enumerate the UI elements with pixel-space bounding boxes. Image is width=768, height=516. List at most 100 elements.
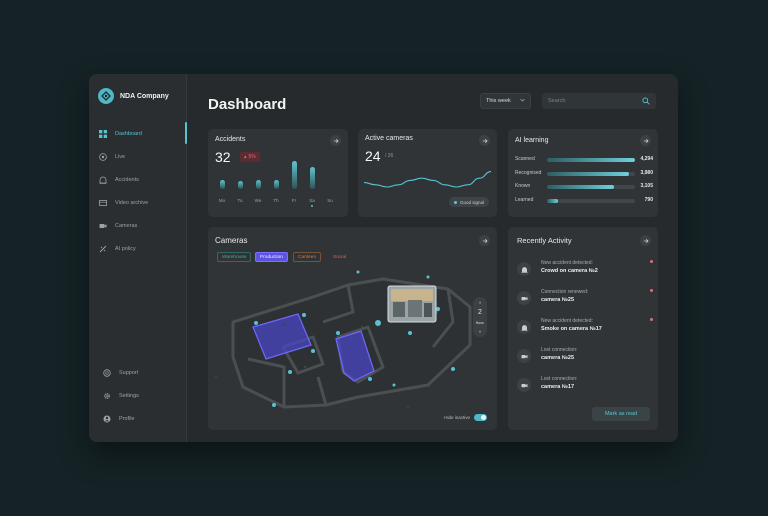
unread-dot-icon xyxy=(650,289,653,292)
sidebar-item-label: Settings xyxy=(119,393,139,399)
archive-icon xyxy=(99,199,107,207)
camera-markers xyxy=(254,270,455,407)
production-room-a xyxy=(252,313,312,360)
ai-row-value: 3,105 xyxy=(640,183,653,189)
accident-bar xyxy=(255,179,261,189)
period-value: This week xyxy=(486,98,511,104)
accident-bar xyxy=(309,167,315,189)
activity-item[interactable]: New accident detected: Crowd on camera №2 xyxy=(517,259,653,279)
sidebar-item-live[interactable]: Live xyxy=(99,151,125,163)
cameras-open-button[interactable] xyxy=(479,135,490,146)
search-icon[interactable] xyxy=(642,92,650,110)
arrow-right-icon xyxy=(643,238,649,243)
unread-dot-icon xyxy=(650,260,653,263)
accidents-count: 32 xyxy=(215,149,231,165)
sidebar-item-label: Profile xyxy=(119,416,135,422)
activity-open-button[interactable] xyxy=(640,235,651,246)
floor-selector[interactable]: ˄ 2 floor ˅ xyxy=(473,297,487,337)
accident-icon xyxy=(517,262,531,276)
activity-text: camera №17 xyxy=(541,384,575,390)
camera-icon xyxy=(517,349,531,363)
floor-plan-map[interactable] xyxy=(208,227,497,430)
accident-bar xyxy=(291,161,297,189)
sidebar-item-label: Support xyxy=(119,370,139,376)
accident-bar-col[interactable] xyxy=(254,179,262,189)
user-icon xyxy=(103,415,111,423)
sidebar-item-profile[interactable]: Profile xyxy=(103,413,135,425)
mark-as-read-button[interactable]: Mark as read xyxy=(592,407,650,421)
hide-inactive-label: Hide inactive xyxy=(444,415,470,420)
activity-item[interactable]: Connection renewed: camera №25 xyxy=(517,288,653,308)
accidents-bar-chart: Mo Tu We Th Fr Sa Su xyxy=(218,157,334,207)
day-label: Sa xyxy=(309,198,315,203)
hide-inactive-toggle[interactable] xyxy=(474,414,487,421)
ai-open-button[interactable] xyxy=(640,135,651,146)
period-select[interactable]: This week xyxy=(480,93,531,109)
active-cameras-count: 24 xyxy=(365,148,381,164)
camera-preview-thumbnail xyxy=(387,285,437,323)
sidebar-item-dashboard[interactable]: Dashboard xyxy=(99,128,142,140)
card-title: AI learning xyxy=(515,137,549,144)
camera-icon xyxy=(517,291,531,305)
map-open-button[interactable] xyxy=(479,235,490,246)
arrow-right-icon xyxy=(643,138,649,143)
hide-inactive-control: Hide inactive xyxy=(444,414,487,421)
sidebar-item-cameras[interactable]: Cameras xyxy=(99,220,137,232)
accident-bar xyxy=(237,181,243,189)
ai-row-label: Learned xyxy=(515,196,534,203)
accidents-card: Accidents 32 ▴ 5% Mo Tu We Th Fr Sa Su xyxy=(208,129,348,217)
activity-item[interactable]: New accident detected: Smoke on camera №1… xyxy=(517,317,653,337)
activity-text: Smoke on camera №17 xyxy=(541,326,602,332)
sidebar-item-label: AI policy xyxy=(115,246,136,252)
sidebar-item-settings[interactable]: Settings xyxy=(103,390,139,402)
accident-bar-col[interactable] xyxy=(308,167,316,189)
activity-item[interactable]: Lost connection: camera №25 xyxy=(517,346,653,366)
activity-card: Recently Activity New accident detected:… xyxy=(508,227,658,430)
activity-text: camera №25 xyxy=(541,297,575,303)
activity-title: New accident detected: xyxy=(541,260,593,266)
card-title: Cameras xyxy=(215,236,248,245)
sidebar-item-accidents[interactable]: Accidents xyxy=(99,174,139,186)
ai-learning-card: AI learning Scanned 4,294 Recognised 3,980 K… xyxy=(508,129,658,217)
chevron-down-icon[interactable]: ˅ xyxy=(478,329,482,334)
sidebar-item-label: Live xyxy=(115,154,126,160)
filter-production[interactable]: Production xyxy=(255,252,288,262)
support-icon xyxy=(103,369,111,377)
ai-progress-fill xyxy=(547,198,558,203)
activity-item[interactable]: Lost connection: camera №17 xyxy=(517,375,653,395)
ai-row-scanned: Scanned 4,294 xyxy=(515,156,653,164)
filter-canteen[interactable]: Canteen xyxy=(293,252,322,262)
ai-icon xyxy=(99,245,107,253)
sidebar-item-support[interactable]: Support xyxy=(103,367,138,379)
activity-title: Lost connection: xyxy=(541,376,578,382)
accident-bar xyxy=(219,179,225,189)
accident-bar-col[interactable] xyxy=(236,181,244,189)
filter-social[interactable]: Social xyxy=(333,254,347,260)
sidebar-item-label: Accidents xyxy=(115,177,139,183)
ai-row-value: 4,294 xyxy=(640,156,653,162)
accidents-change: 5% xyxy=(248,154,256,160)
accidents-open-button[interactable] xyxy=(330,135,341,146)
sidebar-item-ai-policy[interactable]: AI policy xyxy=(99,243,136,255)
activity-title: Connection renewed: xyxy=(541,289,589,295)
brand[interactable]: NDA Company xyxy=(98,88,169,104)
ai-row-label: Scanned xyxy=(515,156,535,162)
sidebar-item-video-archive[interactable]: Video archive xyxy=(99,197,148,209)
ai-progress-fill xyxy=(547,158,635,162)
accident-bar xyxy=(273,179,279,189)
search-input[interactable] xyxy=(548,98,628,104)
floor-label: floor xyxy=(476,320,484,325)
accident-bar-col[interactable] xyxy=(272,179,280,189)
floor-number: 2 xyxy=(478,309,482,316)
day-label: Mo xyxy=(218,198,226,203)
camera-icon xyxy=(99,222,107,230)
chevron-up-icon[interactable]: ˄ xyxy=(478,300,482,305)
accident-bar-col[interactable] xyxy=(218,179,226,189)
accident-bar-col[interactable] xyxy=(290,161,298,189)
card-title: Accidents xyxy=(215,136,246,143)
filter-warehouse[interactable]: Warehouse xyxy=(217,252,252,262)
cameras-trend-chart xyxy=(363,171,492,188)
selected-day-dot xyxy=(311,205,313,207)
ai-row-label: Recognised xyxy=(515,169,542,176)
cameras-total: / 26 xyxy=(385,153,394,159)
